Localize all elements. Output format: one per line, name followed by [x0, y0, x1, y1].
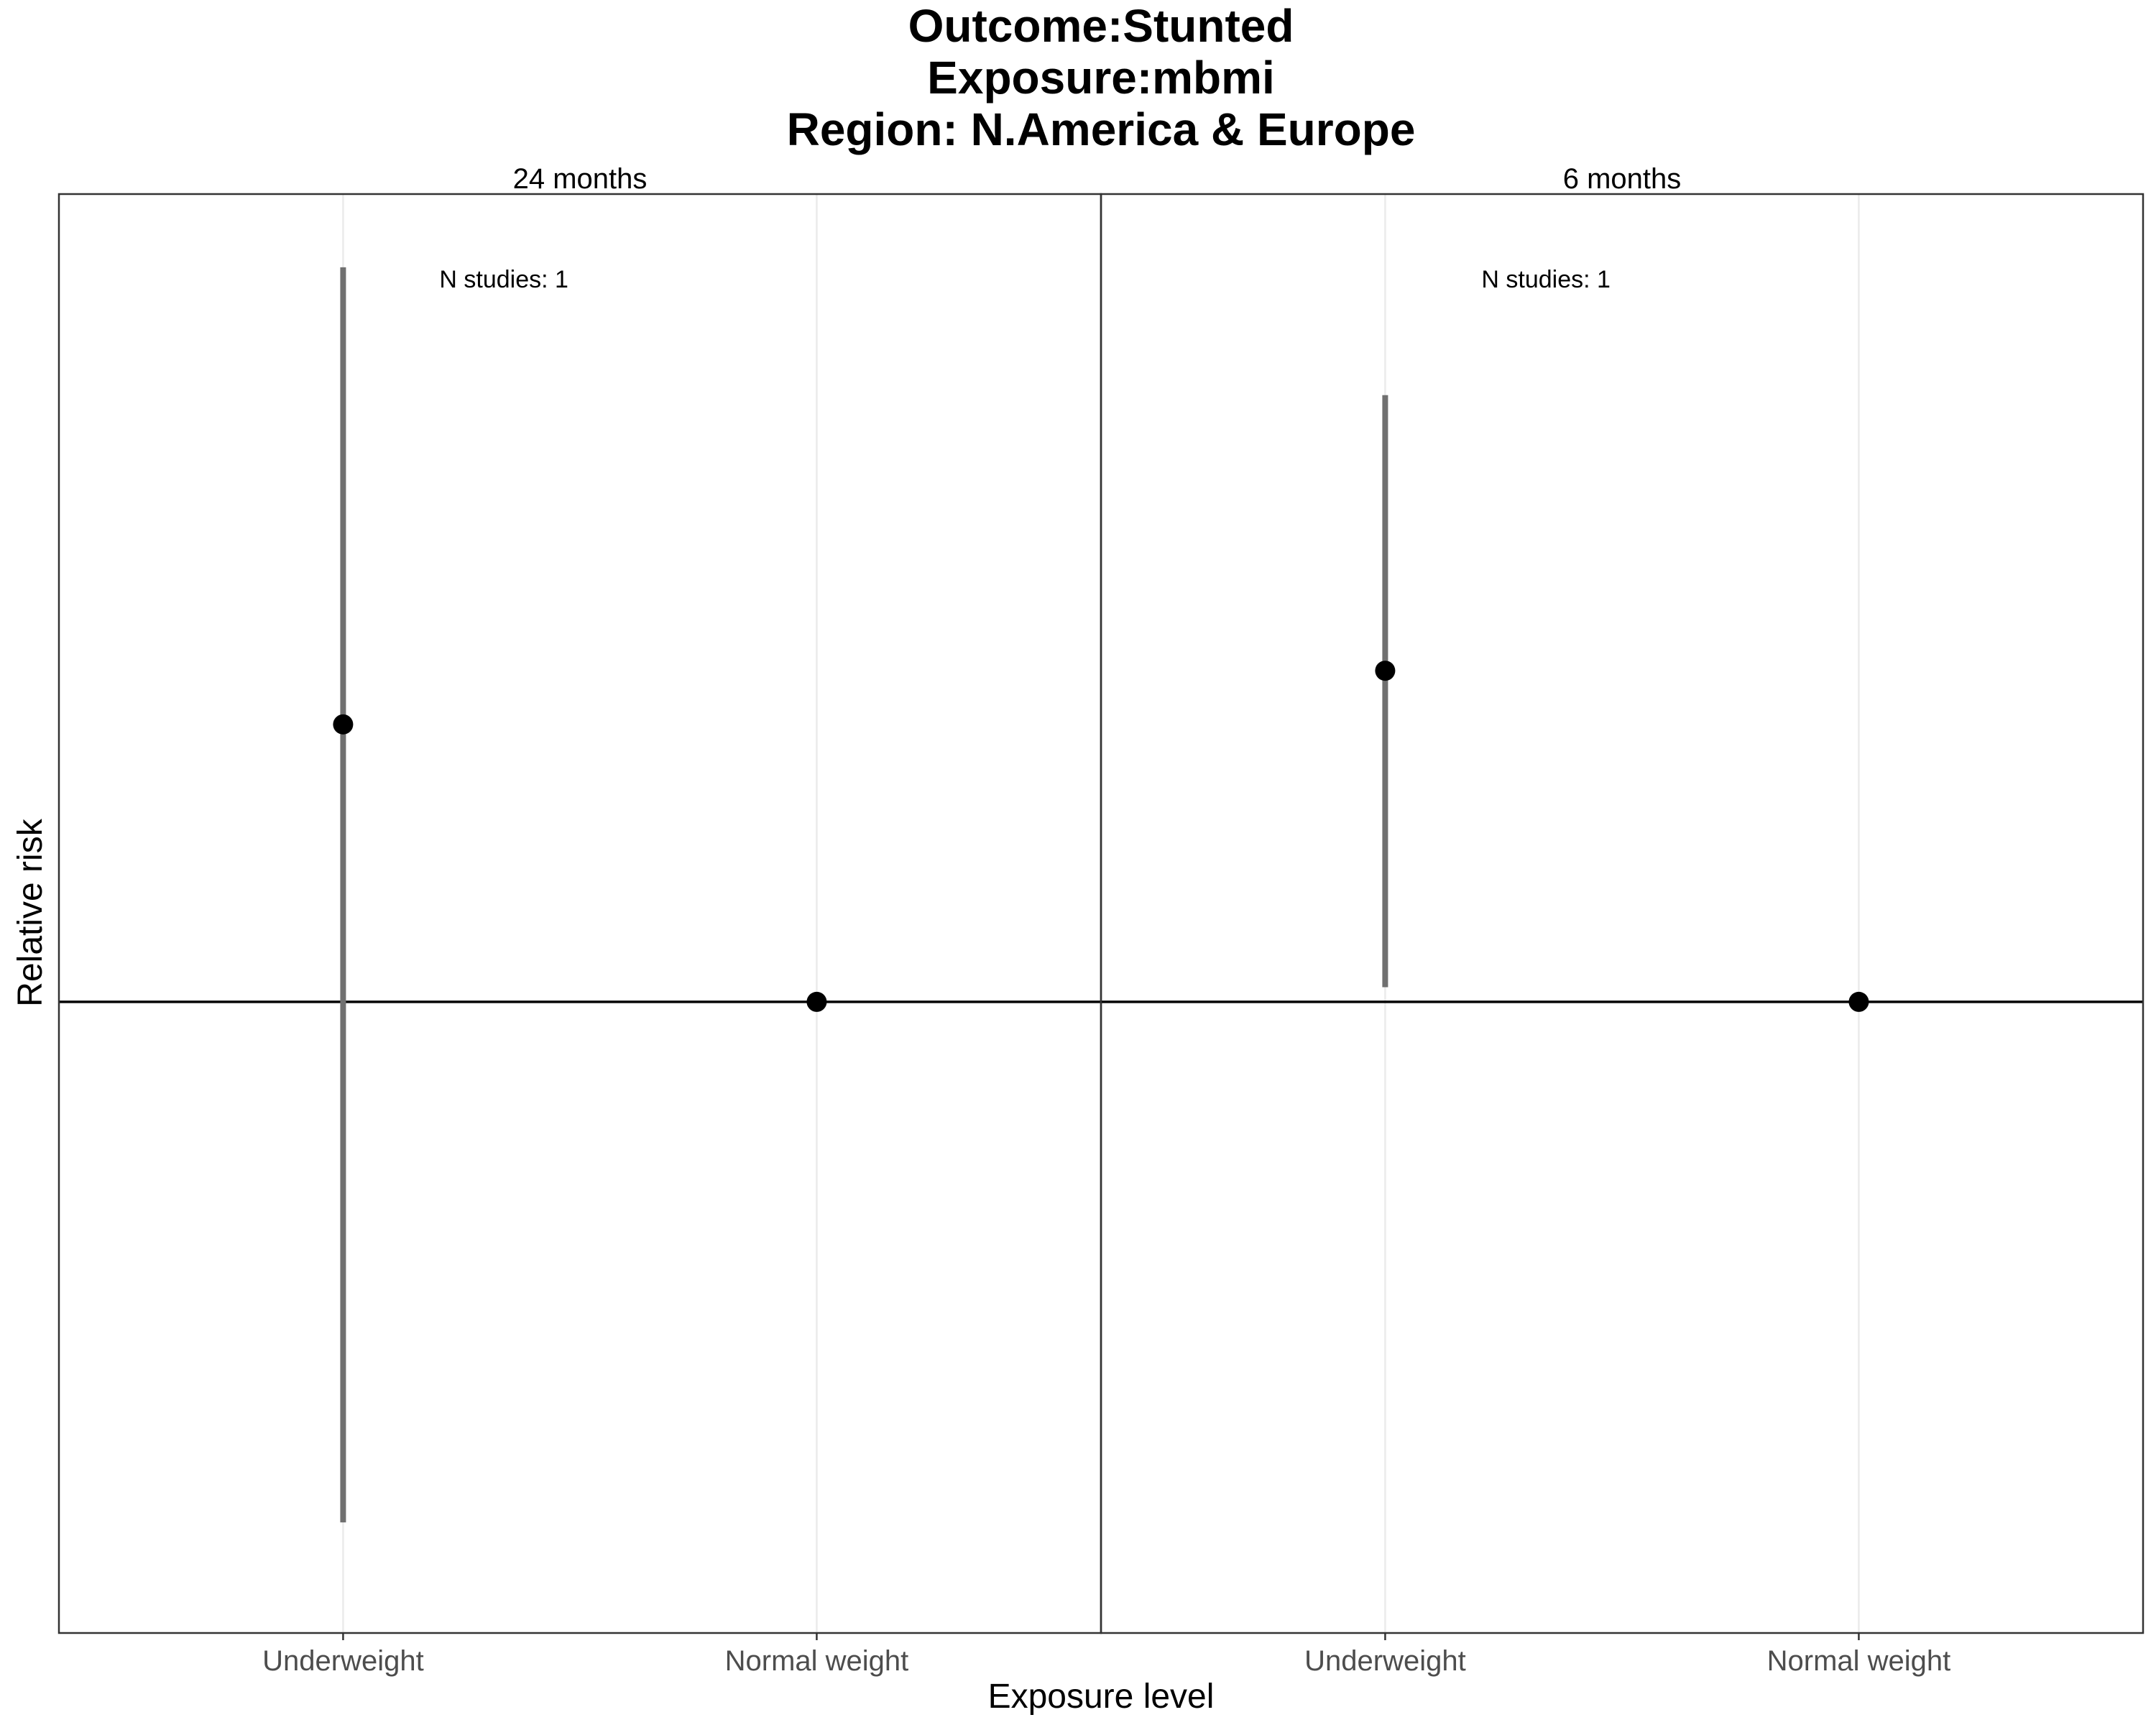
point-estimate — [1848, 991, 1869, 1012]
x-tick-label: Underweight — [262, 1645, 424, 1677]
x-axis-label: Exposure level — [988, 1678, 1215, 1716]
n-studies-annotation: N studies: 1 — [439, 266, 568, 293]
point-estimate — [333, 714, 354, 735]
y-axis-label: Relative risk — [11, 818, 50, 1006]
facet-strip-label: 6 months — [1563, 163, 1682, 195]
x-tick-label: Normal weight — [1767, 1645, 1951, 1677]
chart-title-line: Region: N.America & Europe — [787, 104, 1416, 155]
facet-strip-label: 24 months — [513, 163, 648, 195]
chart-title-line: Outcome:Stunted — [908, 0, 1294, 52]
facet-panel: 6 months N studies: 1 Underweight Normal we… — [1100, 163, 2145, 1677]
x-tick-label: Underweight — [1304, 1645, 1466, 1677]
panel-border — [1100, 193, 2145, 1634]
chart-panels: 24 months N studies: 1 Underweight Normal w… — [57, 163, 2145, 1677]
point-estimate — [806, 991, 827, 1012]
chart-title-line: Exposure:mbmi — [927, 52, 1275, 104]
x-tick-label: Normal weight — [725, 1645, 909, 1677]
point-estimate — [1375, 661, 1396, 681]
n-studies-annotation: N studies: 1 — [1481, 266, 1611, 293]
